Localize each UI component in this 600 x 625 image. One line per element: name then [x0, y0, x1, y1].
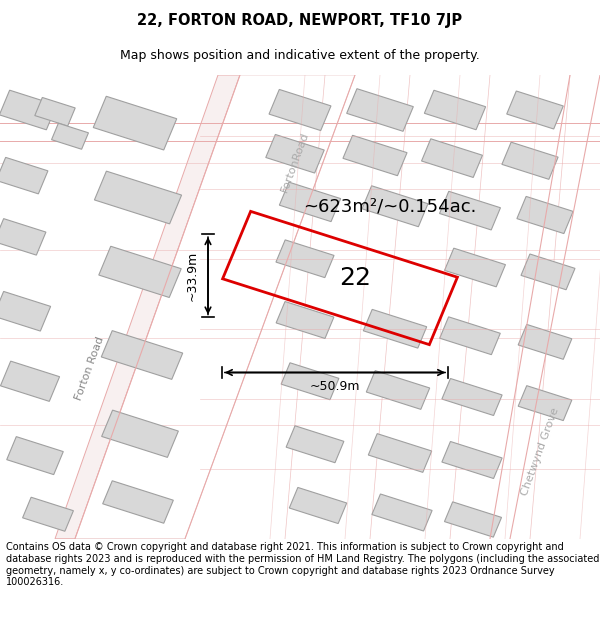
Polygon shape [367, 371, 430, 409]
Polygon shape [55, 75, 240, 539]
Polygon shape [440, 317, 500, 354]
Polygon shape [286, 426, 344, 462]
Polygon shape [103, 481, 173, 523]
Polygon shape [0, 219, 46, 255]
Polygon shape [507, 91, 563, 129]
Polygon shape [368, 434, 431, 472]
Polygon shape [280, 182, 341, 222]
Polygon shape [442, 379, 502, 416]
Polygon shape [276, 240, 334, 278]
Polygon shape [518, 324, 572, 359]
Polygon shape [0, 291, 50, 331]
Text: ~33.9m: ~33.9m [185, 251, 199, 301]
Polygon shape [440, 191, 500, 230]
Polygon shape [276, 301, 334, 339]
Polygon shape [266, 134, 324, 173]
Polygon shape [424, 90, 485, 130]
Polygon shape [1, 361, 59, 401]
Polygon shape [289, 488, 347, 524]
Polygon shape [99, 246, 181, 298]
Polygon shape [269, 89, 331, 131]
Polygon shape [7, 437, 63, 474]
Polygon shape [101, 410, 178, 458]
Polygon shape [502, 142, 558, 179]
Polygon shape [75, 75, 355, 539]
Text: 22: 22 [339, 266, 371, 290]
Polygon shape [52, 123, 88, 149]
Polygon shape [445, 502, 502, 537]
Text: Chetwynd Grove: Chetwynd Grove [520, 406, 560, 497]
Text: ~623m²/~0.154ac.: ~623m²/~0.154ac. [304, 198, 476, 215]
Polygon shape [35, 98, 75, 126]
Polygon shape [343, 135, 407, 176]
Polygon shape [445, 248, 505, 287]
Polygon shape [364, 309, 427, 348]
Polygon shape [442, 441, 502, 479]
Text: Forton Road: Forton Road [74, 335, 106, 401]
Text: 22, FORTON ROAD, NEWPORT, TF10 7JP: 22, FORTON ROAD, NEWPORT, TF10 7JP [137, 13, 463, 28]
Polygon shape [347, 89, 413, 131]
Text: FortonRoad: FortonRoad [280, 131, 311, 194]
Text: Contains OS data © Crown copyright and database right 2021. This information is : Contains OS data © Crown copyright and d… [6, 542, 599, 587]
Polygon shape [94, 171, 182, 224]
Polygon shape [23, 498, 73, 531]
Polygon shape [93, 96, 177, 150]
Text: ~50.9m: ~50.9m [310, 380, 360, 393]
Polygon shape [521, 254, 575, 290]
Polygon shape [372, 494, 432, 531]
Polygon shape [362, 186, 428, 227]
Polygon shape [422, 139, 482, 178]
Polygon shape [0, 158, 48, 194]
Polygon shape [517, 196, 573, 234]
Polygon shape [0, 90, 56, 130]
Polygon shape [281, 362, 339, 400]
Polygon shape [101, 331, 183, 379]
Polygon shape [518, 386, 572, 421]
Text: Map shows position and indicative extent of the property.: Map shows position and indicative extent… [120, 49, 480, 62]
